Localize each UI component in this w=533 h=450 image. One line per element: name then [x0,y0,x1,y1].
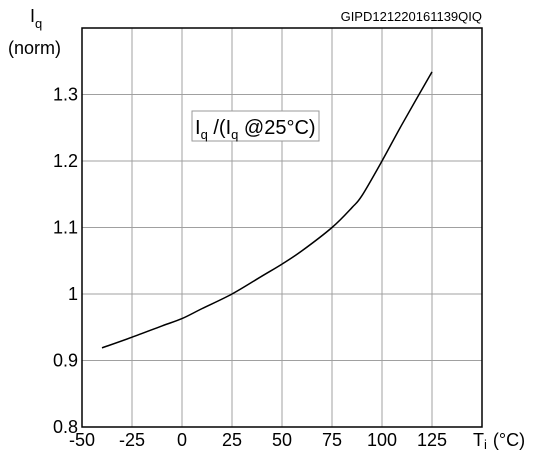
y-tick-label: 0.9 [53,351,78,371]
plot-frame [81,27,483,428]
annotation-box: Iq /(Iq @25°C) [191,110,320,142]
y-tick-label: 1 [68,284,78,304]
y-tick-label: 1.3 [53,85,78,105]
x-tick-label: 25 [222,430,242,450]
y-tick-label: 0.8 [53,417,78,437]
x-tick-label: 50 [272,430,292,450]
x-axis-ticks: -50 -25 0 25 50 75 100 125 [69,430,447,450]
x-axis-label: Ti (°C) [473,430,525,450]
y-axis-label: Iq [30,6,42,31]
x-tick-label: -50 [69,430,95,450]
series-layer [101,71,433,349]
annotation-text: Iq /(Iq @25°C) [195,117,316,142]
document-code: GIPD121220161139QIQ [341,9,482,24]
y-axis-unit: (norm) [8,38,61,58]
x-tick-label: 0 [177,430,187,450]
y-axis-ticks: 0.8 0.9 1 1.1 1.2 1.3 [53,85,78,438]
y-tick-label: 1.1 [53,218,78,238]
y-tick-label: 1.2 [53,151,78,171]
x-tick-label: 100 [367,430,397,450]
x-tick-label: -25 [119,430,145,450]
series-line-0 [101,71,433,349]
x-tick-label: 75 [322,430,342,450]
x-tick-label: 125 [417,430,447,450]
